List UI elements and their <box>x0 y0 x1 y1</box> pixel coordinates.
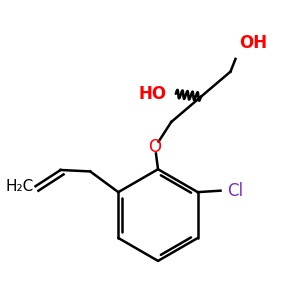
Text: O: O <box>148 138 162 156</box>
Text: Cl: Cl <box>227 182 243 200</box>
Text: H₂C: H₂C <box>6 179 34 194</box>
Text: OH: OH <box>239 34 268 52</box>
Text: HO: HO <box>139 85 167 103</box>
